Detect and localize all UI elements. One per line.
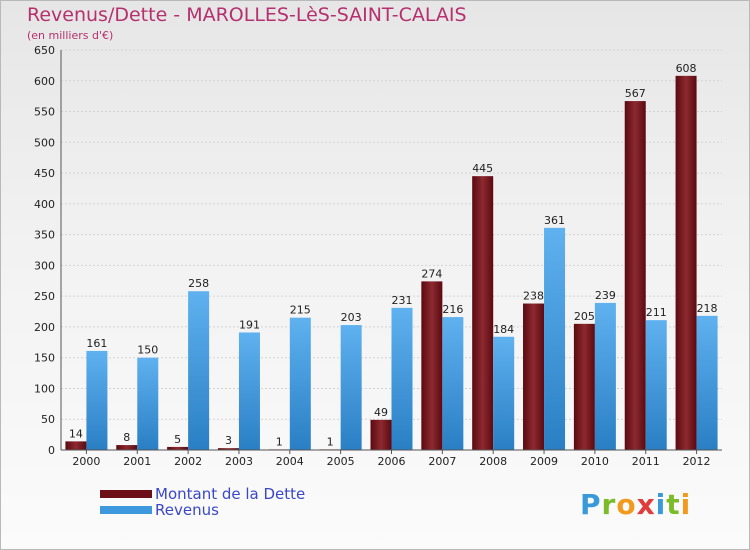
bar-dette-label: 3 [225, 434, 232, 447]
bars [65, 75, 718, 451]
bar-revenus [696, 315, 718, 450]
bar-dette-label: 445 [472, 162, 493, 175]
y-tick-label: 250 [34, 290, 55, 303]
bar-revenus-label: 215 [290, 304, 311, 317]
bar-revenus-label: 211 [646, 306, 667, 319]
bar-dette [421, 281, 443, 450]
x-tick-label: 2010 [581, 455, 609, 468]
x-tick-label: 2007 [428, 455, 456, 468]
bar-dette-label: 5 [174, 433, 181, 446]
legend-label-debt: Montant de la Dette [155, 485, 306, 503]
bar-dette [116, 445, 138, 450]
bar-dette [523, 303, 545, 450]
bar-revenus-label: 203 [341, 311, 362, 324]
y-tick-label: 150 [34, 352, 55, 365]
y-tick-label: 300 [34, 259, 55, 272]
bar-revenus-label: 150 [137, 344, 158, 357]
proxiti-logo: Proxiti [580, 488, 691, 521]
axes: 0 50 100 150 200 250 300 350 400 450 500 550 600 650 2… [34, 44, 722, 468]
bar-revenus-label: 218 [697, 302, 718, 315]
y-tick-label: 600 [34, 75, 55, 88]
y-tick-label: 500 [34, 136, 55, 149]
legend-swatch-debt [100, 490, 152, 498]
chart-title: Revenus/Dette - MAROLLES-LèS-SAINT-CALAI… [27, 4, 467, 26]
legend-swatch-revenus [100, 506, 152, 514]
bar-dette-label: 8 [123, 431, 130, 444]
bar-dette [65, 441, 87, 450]
bar-dette [675, 75, 697, 450]
x-tick-label: 2008 [479, 455, 507, 468]
bar-revenus [137, 357, 159, 450]
logo-letter: t [666, 488, 681, 521]
bar-revenus-label: 161 [86, 337, 107, 350]
bar-dette-label: 49 [374, 406, 388, 419]
bar-dette [370, 419, 392, 450]
logo-letter: x [636, 488, 656, 521]
bar-revenus [238, 332, 260, 450]
x-tick-label: 2000 [72, 455, 100, 468]
logo-letter: r [601, 488, 617, 521]
x-tick-label: 2003 [225, 455, 253, 468]
bar-dette-label: 1 [327, 435, 334, 448]
bar-dette-label: 14 [69, 427, 83, 440]
bar-revenus [86, 350, 108, 450]
y-tick-label: 50 [41, 413, 55, 426]
legend-label-revenus: Revenus [155, 501, 219, 519]
bar-revenus-label: 191 [239, 318, 260, 331]
x-tick-label: 2012 [683, 455, 711, 468]
bar-revenus [442, 317, 464, 450]
bar-revenus [188, 291, 210, 450]
y-tick-label: 100 [34, 382, 55, 395]
y-tick-label: 450 [34, 167, 55, 180]
logo-letter: i [655, 488, 667, 521]
y-tick-label: 350 [34, 229, 55, 242]
bar-revenus [289, 317, 311, 450]
bar-revenus [645, 320, 667, 450]
bar-revenus [544, 227, 566, 450]
bar-dette [472, 176, 494, 450]
bar-revenus [493, 336, 515, 450]
y-tick-label: 400 [34, 198, 55, 211]
y-tick-label: 200 [34, 321, 55, 334]
logo-letter: o [616, 488, 637, 521]
x-tick-label: 2004 [276, 455, 304, 468]
x-tick-label: 2006 [378, 455, 406, 468]
bar-dette [167, 446, 189, 450]
bar-revenus-label: 239 [595, 289, 616, 302]
x-tick-label: 2009 [530, 455, 558, 468]
bar-revenus [594, 302, 616, 450]
bar-revenus-label: 361 [544, 214, 565, 227]
y-tick-label: 550 [34, 106, 55, 119]
bar-dette [217, 448, 239, 450]
bar-dette [573, 323, 595, 450]
bar-dette-label: 1 [276, 435, 283, 448]
bar-dette-label: 567 [625, 87, 646, 100]
bar-dette-label: 238 [523, 290, 544, 303]
bar-revenus-label: 258 [188, 277, 209, 290]
bar-revenus-label: 184 [493, 323, 514, 336]
y-tick-label: 650 [34, 44, 55, 57]
bar-revenus-label: 216 [442, 303, 463, 316]
y-tick-label: 0 [48, 444, 55, 457]
x-tick-label: 2002 [174, 455, 202, 468]
bar-dette [624, 101, 646, 451]
chart-subtitle: (en milliers d'€) [27, 29, 114, 42]
bar-dette-label: 608 [676, 62, 697, 75]
bar-revenus [340, 325, 362, 450]
bar-revenus [391, 307, 413, 450]
logo-letter: P [580, 488, 602, 521]
x-tick-label: 2005 [327, 455, 355, 468]
data-labels: 14 161 8 150 5 258 3 191 1 215 1 203 49 231 274 216 445 1… [69, 62, 718, 449]
bar-dette-label: 205 [574, 310, 595, 323]
logo-letter: i [680, 488, 692, 521]
bar-revenus-label: 231 [392, 294, 413, 307]
x-tick-label: 2001 [123, 455, 151, 468]
x-tick-label: 2011 [632, 455, 660, 468]
bar-dette-label: 274 [421, 267, 442, 280]
